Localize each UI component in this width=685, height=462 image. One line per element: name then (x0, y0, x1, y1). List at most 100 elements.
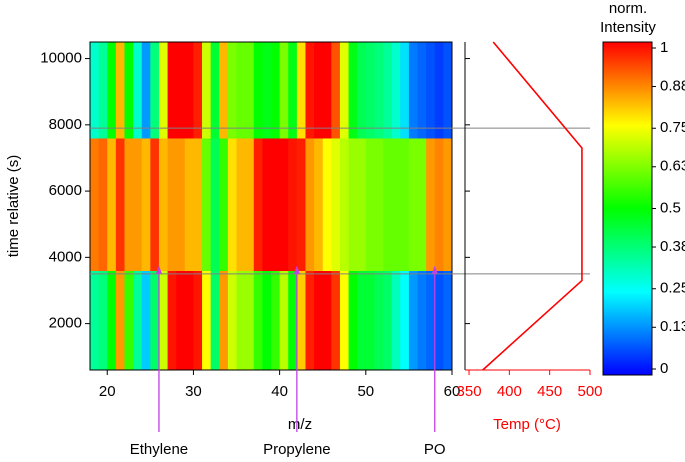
colorbar-title: norm. (609, 0, 647, 17)
heat-cell (124, 42, 134, 139)
heat-cell (365, 270, 375, 370)
heat-cell (339, 138, 349, 272)
heat-cell (236, 42, 246, 139)
heat-cell (288, 42, 298, 139)
heat-cell (219, 42, 229, 139)
heat-cell (322, 138, 332, 272)
heat-cell (219, 138, 229, 272)
heat-cell (408, 270, 418, 370)
heat-cell (348, 42, 358, 139)
heat-cell (202, 42, 212, 139)
heat-cell (426, 138, 436, 272)
heat-cell (339, 42, 349, 139)
heat-cell (133, 138, 143, 272)
heat-cell (374, 42, 384, 139)
heat-cell (331, 138, 341, 272)
heat-cell (184, 42, 194, 139)
heat-cell (443, 270, 452, 370)
heat-cell (184, 270, 194, 370)
heat-cell (90, 270, 100, 370)
heat-cell (400, 270, 410, 370)
heat-cell (107, 138, 117, 272)
heat-cell (314, 270, 324, 370)
colorbar-tick-label: 0.63 (660, 158, 685, 175)
heat-cell (107, 42, 117, 139)
heat-cell (271, 270, 281, 370)
heat-cell (227, 270, 237, 370)
heat-cell (219, 270, 229, 370)
heat-cell (426, 270, 436, 370)
heatmap (90, 42, 452, 370)
heat-cell (296, 138, 306, 272)
heat-cell (245, 138, 255, 272)
heat-cell (141, 42, 151, 139)
heat-cell (365, 42, 375, 139)
heat-cell (202, 138, 212, 272)
temperature-line (482, 41, 583, 371)
heat-cell (434, 138, 444, 272)
heat-cell (202, 270, 212, 370)
colorbar-tick-label: 0.25 (660, 280, 685, 297)
heat-cell (124, 270, 134, 370)
heat-cell (176, 138, 186, 272)
heat-cell (305, 42, 315, 139)
heat-cell (133, 270, 143, 370)
heat-cell (391, 270, 401, 370)
x-tick-label: 500 (577, 383, 602, 400)
heat-cell (115, 270, 125, 370)
y-tick-label: 8000 (49, 116, 82, 133)
heat-cell (150, 42, 160, 139)
heat-cell (339, 270, 349, 370)
heat-cell (443, 42, 452, 139)
heat-cell (253, 270, 263, 370)
heat-cell (158, 270, 168, 370)
heat-cell (417, 270, 427, 370)
heat-cell (374, 270, 384, 370)
y-axis-label: time relative (s) (5, 155, 22, 258)
heat-cell (167, 42, 177, 139)
heat-cell (98, 42, 108, 139)
heat-cell (322, 42, 332, 139)
heat-cell (98, 138, 108, 272)
x-tick-label: 20 (99, 383, 116, 400)
heat-cell (150, 270, 160, 370)
heat-cell (408, 138, 418, 272)
heat-cell (193, 42, 203, 139)
heat-cell (348, 270, 358, 370)
heat-cell (141, 270, 151, 370)
heat-cell (253, 42, 263, 139)
heat-cell (176, 42, 186, 139)
heat-cell (210, 42, 220, 139)
heat-cell (141, 138, 151, 272)
plot-frame (89, 41, 453, 371)
heat-cell (227, 42, 237, 139)
heat-cell (288, 138, 298, 272)
heat-cell (124, 138, 134, 272)
heat-cell (90, 42, 100, 139)
colorbar-tick-label: 0.88 (660, 77, 685, 94)
annotation-label: PO (424, 441, 446, 458)
heat-cell (193, 270, 203, 370)
heat-cell (374, 138, 384, 272)
heat-cell (357, 42, 367, 139)
y-tick-label: 4000 (49, 248, 82, 265)
heat-cell (167, 270, 177, 370)
heat-cell (271, 42, 281, 139)
heat-cell (158, 42, 168, 139)
annotation-label: Ethylene (130, 441, 188, 458)
heat-cell (348, 138, 358, 272)
heat-cell (98, 270, 108, 370)
x-axis-label: m/z (288, 416, 312, 433)
x-tick-label: 50 (357, 383, 374, 400)
annotation-arrowhead (293, 265, 300, 274)
heat-cell (443, 138, 452, 272)
heat-cell (262, 42, 272, 139)
heat-cell (184, 138, 194, 272)
colorbar (602, 41, 653, 376)
heat-cell (417, 138, 427, 272)
heat-cell (305, 270, 315, 370)
colorbar-tick-label: 0.5 (660, 199, 681, 216)
heat-cell (383, 42, 393, 139)
heat-cell (357, 270, 367, 370)
